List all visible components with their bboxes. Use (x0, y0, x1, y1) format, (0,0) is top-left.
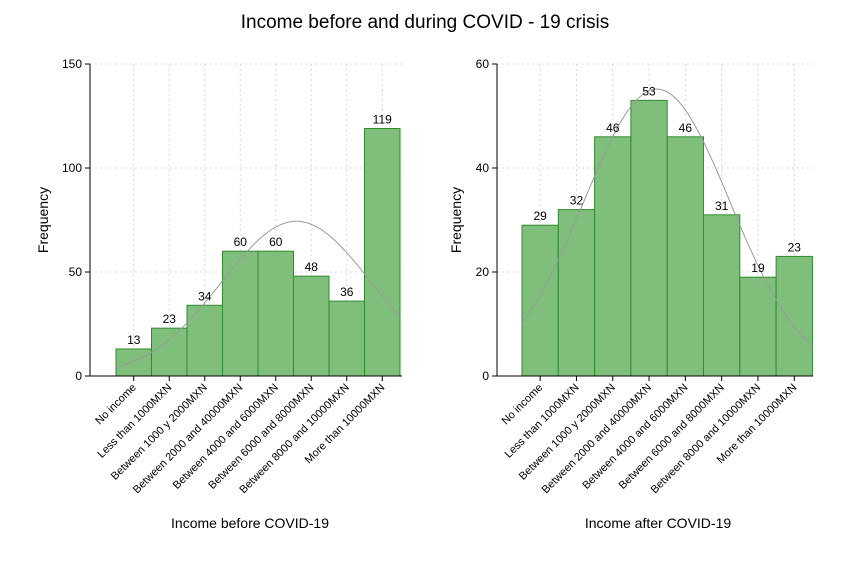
bar (222, 250, 259, 377)
bar (521, 224, 559, 377)
y-axis-title: Frequency (35, 187, 51, 253)
data-label: 48 (305, 260, 319, 274)
data-label: 23 (163, 312, 177, 326)
y-tick-label: 40 (476, 161, 490, 175)
data-label: 34 (198, 289, 212, 303)
figure-title: Income before and during COVID - 19 cris… (240, 12, 610, 33)
bar (557, 209, 596, 377)
data-label: 46 (606, 121, 620, 135)
y-tick-label: 60 (476, 57, 490, 71)
bar (186, 304, 223, 377)
data-label: 36 (340, 285, 354, 299)
x-axis-title: Income after COVID-19 (585, 515, 731, 531)
bar (775, 255, 813, 377)
data-label: 53 (642, 84, 656, 98)
bar (115, 348, 152, 377)
bar (594, 136, 632, 377)
bar (666, 136, 705, 377)
data-label: 32 (570, 194, 584, 208)
bar (703, 214, 741, 377)
y-tick-label: 0 (482, 369, 489, 383)
data-label: 60 (269, 235, 283, 249)
bar (630, 99, 668, 377)
bar (151, 327, 188, 377)
y-tick-label: 150 (62, 57, 82, 71)
bar (364, 127, 401, 377)
data-label: 46 (679, 121, 693, 135)
y-tick-label: 0 (75, 369, 82, 383)
y-axis-title: Frequency (448, 187, 464, 253)
density-curve (115, 220, 401, 368)
x-axis-title: Income before COVID-19 (171, 515, 329, 531)
data-label: 13 (127, 333, 141, 347)
bar (328, 300, 365, 377)
y-tick-label: 50 (69, 265, 83, 279)
y-tick-label: 100 (62, 161, 82, 175)
y-tick-label: 20 (476, 265, 490, 279)
bar (257, 250, 294, 377)
data-label: 29 (533, 209, 547, 223)
data-label: 119 (373, 112, 392, 126)
bar (293, 275, 330, 377)
data-label: 31 (715, 199, 729, 213)
data-label: 23 (788, 240, 802, 254)
data-label: 19 (751, 261, 765, 275)
density-curve (521, 88, 813, 347)
bar (739, 276, 777, 377)
data-label: 60 (234, 235, 248, 249)
